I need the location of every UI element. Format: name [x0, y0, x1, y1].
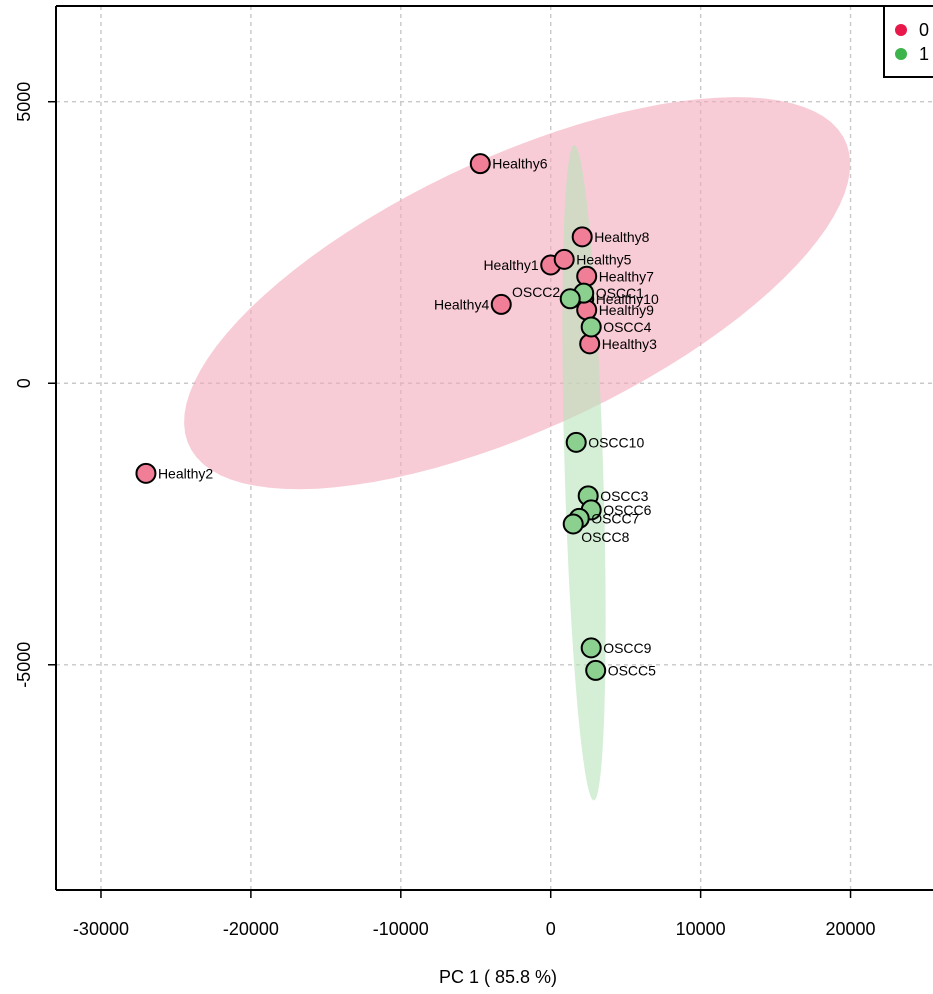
point-label: Healthy3 — [602, 336, 657, 352]
data-point — [469, 153, 491, 175]
data-point — [571, 226, 593, 248]
point-label: Healthy8 — [594, 229, 649, 245]
point-label: Healthy4 — [434, 296, 489, 312]
point-label: OSCC10 — [588, 434, 644, 450]
data-point — [576, 265, 598, 287]
data-point — [580, 637, 602, 659]
point-label: Healthy2 — [158, 465, 213, 481]
legend-swatch — [895, 24, 907, 36]
x-tick-label: 10000 — [676, 919, 726, 939]
legend-box — [883, 5, 933, 78]
point-label: OSCC1 — [596, 285, 644, 301]
confidence-ellipse-0 — [184, 97, 851, 490]
data-points — [135, 153, 607, 681]
point-label: OSCC4 — [603, 319, 651, 335]
data-point — [580, 316, 602, 338]
x-tick-label: 20000 — [826, 919, 876, 939]
data-point — [585, 659, 607, 681]
data-point — [565, 431, 587, 453]
point-label: Healthy1 — [483, 257, 538, 273]
x-tick-label: 0 — [546, 919, 556, 939]
point-label: Healthy6 — [492, 156, 547, 172]
data-point — [490, 293, 512, 315]
x-tick-label: -30000 — [73, 919, 129, 939]
y-tick-label: -5000 — [14, 642, 34, 688]
x-tick-label: -20000 — [223, 919, 279, 939]
data-point — [135, 462, 157, 484]
legend-label: 0 — [919, 20, 929, 40]
point-label: OSCC7 — [591, 510, 639, 526]
point-label: Healthy5 — [576, 251, 631, 267]
y-tick-label: 5000 — [14, 82, 34, 122]
y-tick-label: 0 — [14, 378, 34, 388]
point-label: OSCC9 — [603, 640, 651, 656]
data-point — [559, 288, 581, 310]
confidence-ellipses — [184, 97, 851, 801]
x-axis-title: PC 1 ( 85.8 %) — [439, 967, 557, 987]
point-label: OSCC5 — [608, 662, 656, 678]
legend: 01 — [883, 5, 933, 78]
point-label: Healthy10 — [596, 291, 659, 307]
point-label: OSCC3 — [600, 488, 648, 504]
data-point — [562, 513, 584, 535]
point-label: Healthy7 — [599, 268, 654, 284]
point-labels: Healthy6 Healthy8 Healthy1 Healthy5Healthy7… — [158, 156, 659, 679]
data-point — [553, 248, 575, 270]
legend-label: 1 — [919, 44, 929, 64]
point-label: OSCC8 — [581, 529, 629, 545]
legend-swatch — [895, 48, 907, 60]
point-label: OSCC2 — [512, 284, 560, 300]
point-label: OSCC6 — [603, 502, 651, 518]
x-tick-label: -10000 — [373, 919, 429, 939]
axes: -30000 -20000 -10000 0 10000 20000 -5000 0 5000 — [14, 5, 933, 939]
point-label: Healthy9 — [599, 302, 654, 318]
